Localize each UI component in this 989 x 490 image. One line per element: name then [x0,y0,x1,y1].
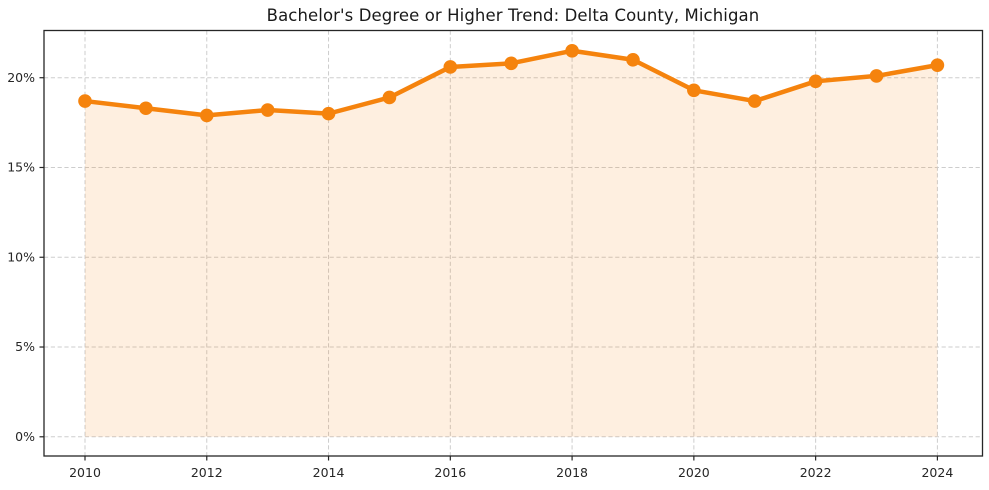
x-tick-label: 2010 [69,465,101,480]
data-point-2013 [260,103,275,117]
x-tick-label: 2020 [678,465,710,480]
data-point-2010 [78,94,92,108]
y-tick-label: 15% [7,160,35,175]
data-point-2016 [443,60,458,74]
y-tick-label: 20% [7,70,35,85]
x-tick-label: 2024 [921,465,953,480]
chart-title: Bachelor's Degree or Higher Trend: Delta… [266,6,760,25]
data-point-2021 [747,94,762,108]
y-tick-label: 0% [15,429,35,444]
x-tick-label: 2022 [800,465,832,480]
data-point-2022 [808,74,823,89]
data-point-2020 [687,83,701,98]
data-point-2023 [869,69,884,83]
data-point-2024 [930,58,945,72]
data-point-2017 [504,56,518,71]
y-tick-label: 5% [15,339,35,354]
data-point-2019 [626,52,640,67]
x-tick-label: 2012 [191,465,223,480]
x-tick-label: 2018 [556,465,588,480]
x-tick-label: 2016 [434,465,466,480]
y-tick-label: 10% [7,249,35,264]
data-point-2012 [199,108,214,123]
data-point-2011 [139,101,153,116]
data-point-2018 [565,43,579,58]
plot-border [43,29,984,457]
x-tick-label: 2014 [313,465,345,480]
data-point-2014 [321,106,336,121]
area-fill [85,50,938,437]
data-point-2015 [382,90,397,105]
